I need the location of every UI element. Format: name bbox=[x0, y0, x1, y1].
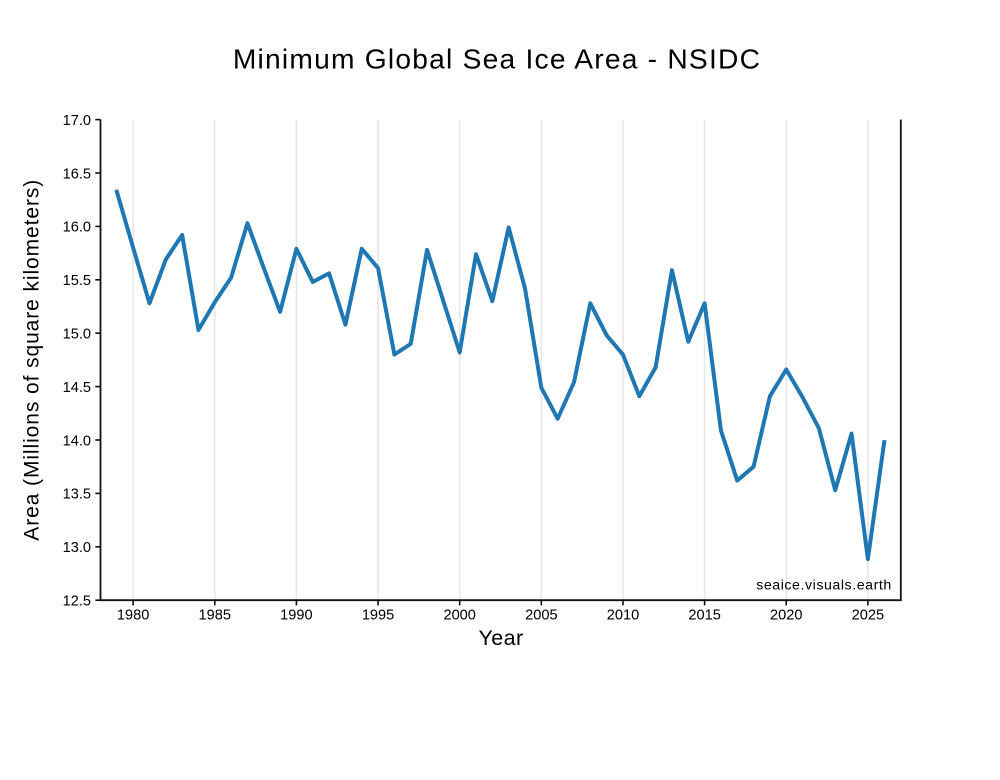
svg-text:12.5: 12.5 bbox=[63, 594, 91, 610]
svg-text:14.5: 14.5 bbox=[63, 380, 91, 396]
svg-text:Year: Year bbox=[478, 626, 523, 650]
svg-text:13.0: 13.0 bbox=[63, 540, 91, 556]
svg-text:2025: 2025 bbox=[852, 608, 884, 624]
svg-text:15.5: 15.5 bbox=[63, 273, 91, 289]
svg-text:seaice.visuals.earth: seaice.visuals.earth bbox=[756, 578, 892, 594]
svg-text:1990: 1990 bbox=[280, 608, 312, 624]
svg-text:15.0: 15.0 bbox=[63, 327, 91, 343]
svg-text:16.5: 16.5 bbox=[63, 166, 91, 182]
svg-text:17.0: 17.0 bbox=[63, 113, 91, 129]
svg-text:1985: 1985 bbox=[199, 608, 231, 624]
svg-text:13.5: 13.5 bbox=[63, 487, 91, 503]
svg-text:Area (Millions of square kilom: Area (Millions of square kilometers) bbox=[21, 179, 44, 541]
svg-text:2000: 2000 bbox=[443, 608, 475, 624]
svg-text:16.0: 16.0 bbox=[63, 220, 91, 236]
svg-text:2010: 2010 bbox=[607, 608, 639, 624]
svg-text:1995: 1995 bbox=[362, 608, 394, 624]
svg-text:2020: 2020 bbox=[770, 608, 802, 624]
svg-text:1980: 1980 bbox=[117, 608, 149, 624]
svg-text:2005: 2005 bbox=[525, 608, 557, 624]
svg-text:Minimum Global Sea Ice Area -: Minimum Global Sea Ice Area - NSIDC bbox=[233, 43, 761, 75]
svg-text:2015: 2015 bbox=[688, 608, 720, 624]
svg-text:14.0: 14.0 bbox=[63, 433, 91, 449]
